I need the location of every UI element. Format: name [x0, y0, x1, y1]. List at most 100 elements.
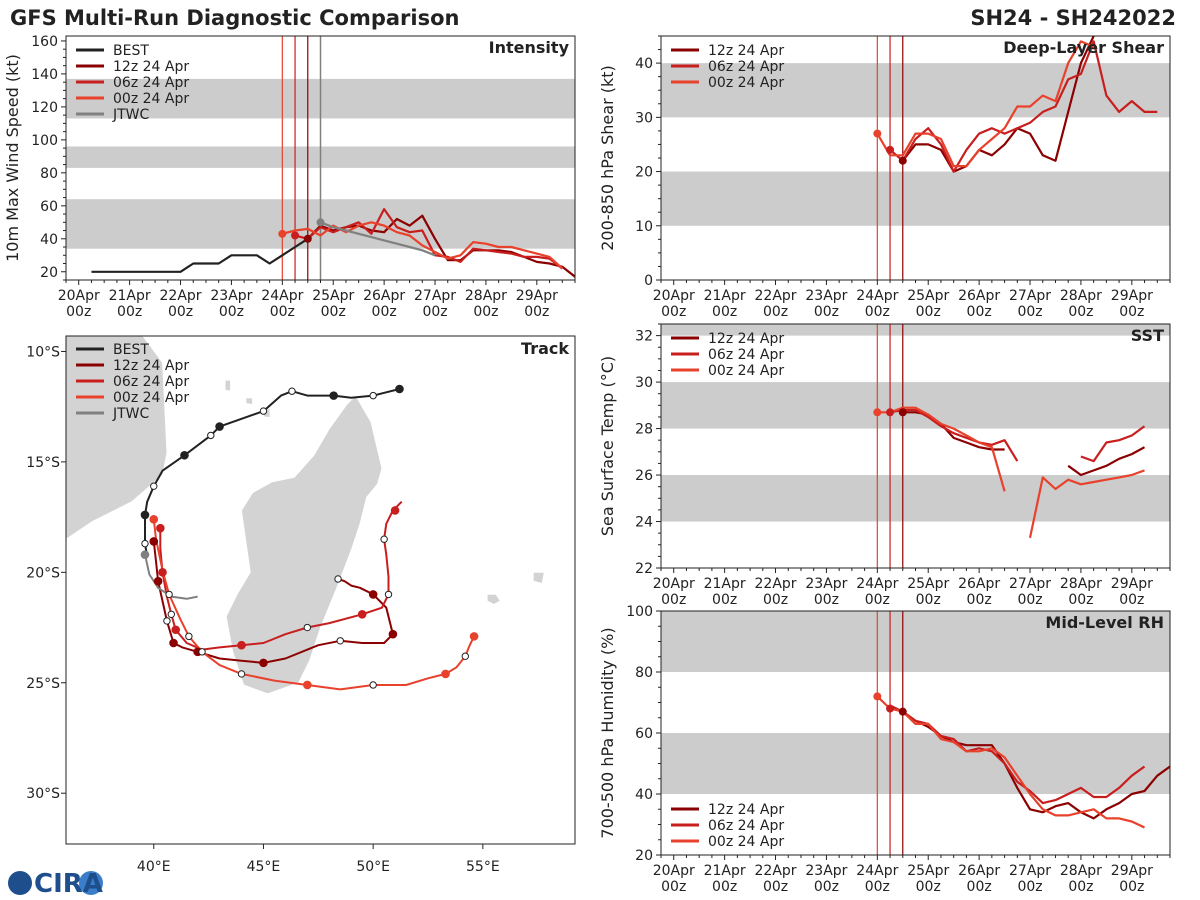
sst-point-run_12z — [898, 408, 907, 417]
shear-xtick-label: 00z — [1017, 304, 1042, 320]
rh-legend-label: 06z 24 Apr — [708, 818, 784, 834]
shear-xtick-label: 21Apr — [704, 288, 746, 304]
track-point-run_00z — [237, 670, 246, 678]
sst-xtick-label: 29Apr — [1111, 576, 1153, 592]
shear-xtick-label: 00z — [916, 304, 941, 320]
track-xtick-label: 40°E — [137, 859, 171, 875]
sst-xtick-label: 21Apr — [704, 576, 746, 592]
rh-xtick-label: 25Apr — [907, 863, 949, 879]
rh-xtick-label: 24Apr — [856, 863, 898, 879]
intensity-panel: 20Apr00z21Apr00z22Apr00z23Apr00z24Apr00z… — [3, 34, 576, 320]
track-point-best — [329, 391, 338, 400]
rh-point-run_06z — [886, 704, 895, 713]
rh-band — [661, 611, 1170, 672]
rh-xtick-label: 28Apr — [1060, 863, 1102, 879]
track-point-run_12z — [334, 575, 342, 583]
shear-legend-label: 12z 24 Apr — [708, 43, 784, 59]
rh-point-run_00z — [873, 692, 882, 701]
shear-ylabel: 200-850 hPa Shear (kt) — [598, 65, 617, 251]
intensity-point-run_00z — [278, 229, 287, 238]
rh-bands — [661, 611, 1170, 794]
intensity-ytick-label: 140 — [31, 67, 58, 83]
sst-xtick-label: 00z — [967, 592, 992, 608]
sst-ytick-label: 28 — [635, 422, 653, 438]
shear-xtick-label: 22Apr — [755, 288, 797, 304]
intensity-point-jtwc — [316, 218, 325, 227]
intensity-ytick-label: 80 — [40, 166, 58, 182]
track-point-run_12z — [163, 617, 171, 625]
shear-series — [873, 36, 1158, 173]
track-point-best — [288, 387, 296, 395]
rh-point-run_12z — [898, 707, 907, 716]
intensity-xtick-label: 00z — [422, 304, 447, 320]
track-point-best — [215, 422, 224, 431]
intensity-line-run_12z — [307, 214, 575, 278]
intensity-ytick-label: 100 — [31, 133, 58, 149]
track-legend-label: 12z 24 Apr — [113, 358, 189, 374]
track-point-run_06z — [357, 609, 367, 619]
sst-band — [661, 382, 1170, 429]
land-mozambique — [66, 336, 168, 540]
rh-xtick-label: 00z — [1068, 879, 1093, 895]
sst-ytick-label: 26 — [635, 468, 653, 484]
intensity-point-run_06z — [291, 231, 300, 240]
sst-xtick-label: 00z — [1119, 592, 1144, 608]
intensity-ytick-label: 120 — [31, 100, 58, 116]
shear-line-run_12z — [901, 36, 1095, 173]
shear-xtick-label: 00z — [865, 304, 890, 320]
sst-xtick-label: 00z — [916, 592, 941, 608]
intensity-xtick-label: 26Apr — [363, 288, 405, 304]
intensity-xtick-label: 00z — [524, 304, 549, 320]
sst-legend-label: 12z 24 Apr — [708, 331, 784, 347]
shear-point-run_06z — [886, 145, 895, 154]
land-grande-comore — [224, 379, 231, 392]
track-point-run_00z — [149, 515, 159, 524]
sst-xtick-label: 23Apr — [805, 576, 847, 592]
track-line-run_06z — [159, 500, 403, 651]
intensity-legend-label: 00z 24 Apr — [113, 91, 189, 107]
land-anjouan — [245, 397, 253, 405]
sst-xtick-label: 24Apr — [856, 576, 898, 592]
intensity-xtick-label: 00z — [372, 304, 397, 320]
shear-xtick-label: 00z — [814, 304, 839, 320]
rh-xtick-label: 00z — [1119, 879, 1144, 895]
rh-legend-label: 12z 24 Apr — [708, 802, 784, 818]
track-point-run_00z — [303, 680, 312, 690]
intensity-xtick-label: 00z — [270, 304, 295, 320]
rh-xtick-label: 00z — [712, 879, 737, 895]
track-point-jtwc — [140, 550, 150, 559]
sst-ytick-label: 22 — [635, 561, 653, 577]
land-mauritius — [532, 571, 545, 584]
shear-ytick-label: 0 — [644, 273, 653, 289]
rh-panel: 20Apr00z21Apr00z22Apr00z23Apr00z24Apr00z… — [598, 604, 1171, 895]
track-point-run_12z — [149, 537, 159, 546]
rh-line-run_12z — [902, 710, 1170, 820]
intensity-xtick-label: 21Apr — [109, 288, 151, 304]
intensity-ytick-label: 160 — [31, 34, 58, 50]
intensity-xtick-label: 20Apr — [58, 288, 100, 304]
intensity-ytick-label: 20 — [40, 265, 58, 281]
intensity-title: Intensity — [489, 38, 570, 57]
intensity-xtick-label: 00z — [321, 304, 346, 320]
shear-panel: 20Apr00z21Apr00z22Apr00z23Apr00z24Apr00z… — [598, 35, 1171, 320]
shear-band — [661, 63, 1170, 118]
rh-xtick-label: 21Apr — [704, 863, 746, 879]
rh-ytick-label: 20 — [635, 848, 653, 864]
shear-legend-label: 06z 24 Apr — [708, 59, 784, 75]
sst-legend-label: 00z 24 Apr — [708, 363, 784, 379]
rh-xtick-label: 00z — [814, 879, 839, 895]
rh-xtick-label: 26Apr — [958, 863, 1000, 879]
rh-xtick-label: 00z — [661, 879, 686, 895]
sst-xtick-label: 25Apr — [907, 576, 949, 592]
intensity-legend-label: 12z 24 Apr — [113, 59, 189, 75]
rh-xtick-label: 20Apr — [653, 863, 695, 879]
sst-legend-label: 06z 24 Apr — [708, 347, 784, 363]
rh-ytick-label: 100 — [626, 604, 653, 620]
sst-xtick-label: 00z — [661, 592, 686, 608]
track-line-run_00z — [152, 519, 475, 691]
track-map — [66, 336, 545, 695]
intensity-ytick-label: 40 — [40, 232, 58, 248]
shear-xtick-label: 20Apr — [653, 288, 695, 304]
sst-ylabel: Sea Surface Temp (°C) — [598, 356, 617, 536]
